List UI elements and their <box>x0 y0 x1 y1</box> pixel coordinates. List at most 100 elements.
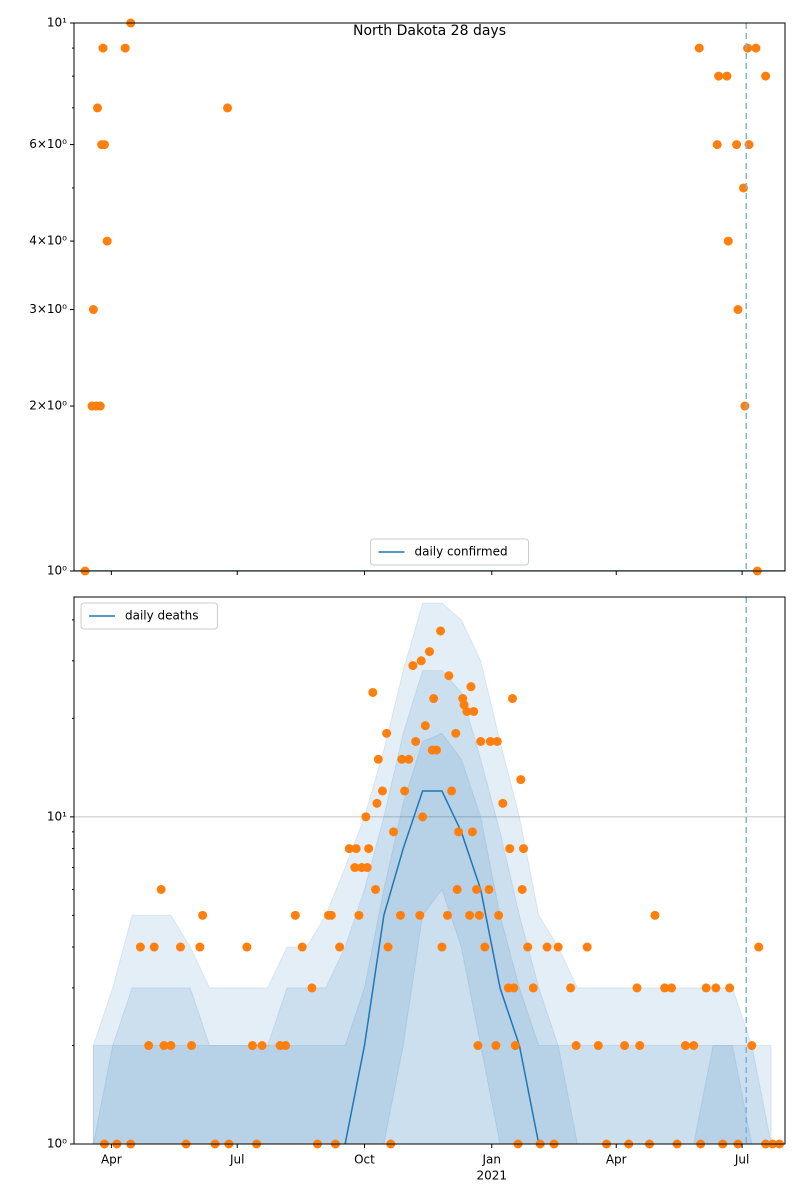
point <box>335 942 345 952</box>
plot-area <box>74 602 785 1144</box>
point <box>198 910 208 920</box>
point <box>195 942 205 952</box>
point <box>732 140 742 150</box>
point <box>509 983 519 993</box>
band <box>92 732 772 1144</box>
point <box>88 305 98 315</box>
point <box>472 884 482 894</box>
point <box>187 1041 197 1051</box>
point <box>368 687 378 697</box>
point <box>351 844 361 854</box>
point <box>297 942 307 952</box>
point <box>373 754 383 764</box>
point <box>492 736 502 746</box>
point <box>519 844 529 854</box>
y-tick-label: 10¹ <box>47 809 67 823</box>
point <box>491 1041 501 1051</box>
point <box>667 983 677 993</box>
point <box>242 942 252 952</box>
point <box>382 728 392 738</box>
x-tick-label: Jul <box>734 1153 749 1167</box>
point <box>694 43 704 53</box>
point <box>93 103 103 113</box>
point <box>632 983 642 993</box>
legend-label: daily deaths <box>125 609 198 623</box>
point <box>494 910 504 920</box>
point <box>466 682 476 692</box>
point <box>98 43 108 53</box>
point <box>176 942 186 952</box>
point <box>484 884 494 894</box>
point <box>135 942 145 952</box>
point <box>444 671 454 681</box>
y-tick-label: 10⁰ <box>47 564 67 578</box>
x-tick-label: Apr <box>606 1153 627 1167</box>
point <box>377 786 387 796</box>
point <box>650 910 660 920</box>
point <box>223 103 233 113</box>
point <box>389 827 399 837</box>
point <box>761 71 771 81</box>
y-tick-label: 4×10⁰ <box>29 234 67 248</box>
point <box>290 910 300 920</box>
plot: 10⁰ 2×10⁰ 3×10⁰ 4×10⁰ 6×10⁰ 10¹ North Dakota 2… <box>29 16 786 578</box>
legend-box <box>370 538 529 566</box>
x-tick-label: Jul <box>229 1153 244 1167</box>
point <box>120 43 130 53</box>
point <box>326 910 336 920</box>
point <box>404 754 414 764</box>
point <box>754 942 764 952</box>
point <box>553 942 563 952</box>
y-tick-label: 10⁰ <box>47 1137 67 1151</box>
point <box>743 43 753 53</box>
point <box>517 884 527 894</box>
point <box>420 721 430 731</box>
y-tick-label: 2×10⁰ <box>29 399 67 413</box>
chart-title: North Dakota 28 days <box>353 23 506 39</box>
point <box>361 812 371 822</box>
point <box>416 656 426 666</box>
point <box>102 236 112 246</box>
point <box>425 647 434 657</box>
point <box>307 983 317 993</box>
point <box>680 1041 690 1051</box>
legend-label: daily confirmed <box>415 545 508 559</box>
point <box>712 140 722 150</box>
legend-box <box>80 602 218 630</box>
point <box>350 863 360 873</box>
axes-frame <box>73 22 786 572</box>
point <box>751 43 761 53</box>
x-tick-label: Jan <box>481 1153 501 1167</box>
point <box>711 983 721 993</box>
point <box>144 1041 154 1051</box>
point <box>437 942 447 952</box>
x-tick-label: 2021 <box>476 1169 507 1183</box>
point <box>747 1041 757 1051</box>
point <box>436 626 446 636</box>
point <box>95 401 105 411</box>
point <box>689 1041 699 1051</box>
point <box>99 140 109 150</box>
point <box>354 910 364 920</box>
point <box>247 1041 257 1051</box>
point <box>257 1041 267 1051</box>
point <box>660 983 670 993</box>
legend: daily confirmed <box>370 538 529 566</box>
point <box>395 910 405 920</box>
point <box>528 983 538 993</box>
point <box>571 1041 581 1051</box>
point <box>159 1041 169 1051</box>
point <box>451 728 461 738</box>
point <box>442 910 452 920</box>
x-tick-label: Apr <box>101 1153 122 1167</box>
point <box>400 786 410 796</box>
point <box>722 71 732 81</box>
point <box>505 844 515 854</box>
point <box>166 1041 176 1051</box>
point <box>149 942 159 952</box>
point <box>281 1041 291 1051</box>
band <box>92 670 772 1144</box>
point <box>362 863 372 873</box>
point <box>542 942 552 952</box>
point <box>620 1041 630 1051</box>
